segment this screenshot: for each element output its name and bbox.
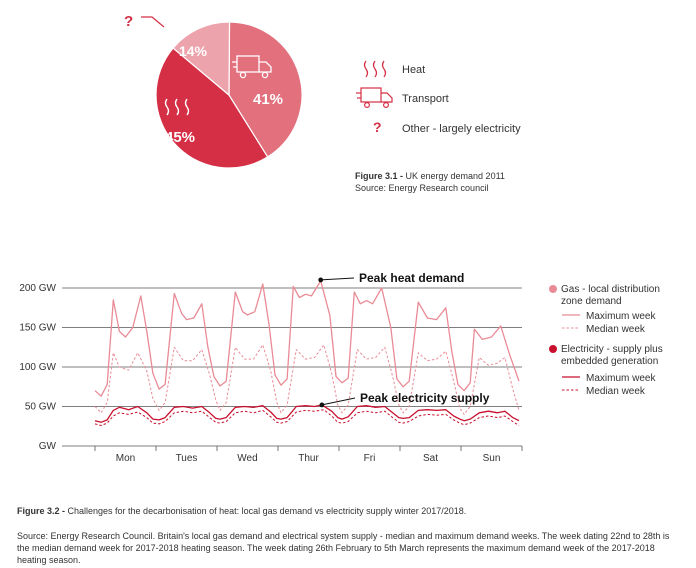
- heat-waves-icon: [164, 98, 190, 116]
- legend-gas-title: Gas - local distribution: [561, 284, 660, 295]
- y-tick-label: 50 GW: [25, 402, 57, 413]
- legend-electricity-title: Electricity - supply plus: [561, 344, 663, 355]
- pie-chart: 45% 41% 14% ?: [124, 13, 303, 169]
- chart-series: [94, 280, 520, 426]
- legend-gas-max-label: Maximum week: [586, 311, 656, 322]
- x-tick-label: Sun: [483, 453, 501, 464]
- figure-3-1-source: Source: Energy Research council: [355, 183, 489, 193]
- peak-heat-leader: [320, 277, 355, 281]
- figure-3-2-label: Figure 3.2 -: [17, 506, 68, 516]
- y-axis: GW 50 GW 100 GW 150 GW 200 GW: [19, 283, 56, 452]
- pie-legend-other-label: Other - largely electricity: [402, 123, 521, 135]
- heat-waves-icon: [363, 60, 387, 78]
- peak-heat-label: Peak heat demand: [359, 271, 464, 285]
- legend-electricity-max-label: Maximum week: [586, 373, 656, 384]
- y-tick-label: GW: [39, 441, 57, 452]
- peak-electricity-label: Peak electricity supply: [360, 391, 490, 405]
- figure-3-1-label: Figure 3.1 -: [355, 171, 406, 181]
- figure-3-2-caption: Figure 3.2 - Challenges for the decarbon…: [17, 505, 677, 517]
- figure-3-1-title: UK energy demand 2011: [405, 171, 505, 181]
- legend-electricity-median-label: Median week: [586, 386, 646, 397]
- x-tick-label: Sat: [423, 453, 438, 464]
- line-chart: GW 50 GW 100 GW 150 GW 200 GW Mon Tues Wed Thur…: [19, 271, 662, 464]
- legend-gas-median-label: Median week: [586, 324, 646, 335]
- truck-icon: [232, 55, 272, 79]
- x-tick-label: Tues: [176, 453, 198, 464]
- legend-gas-title: zone demand: [561, 296, 622, 307]
- y-tick-label: 150 GW: [19, 323, 56, 334]
- series-line-2: [94, 404, 520, 423]
- figure-3-2-title: Challenges for the decarbonisation of he…: [67, 506, 467, 516]
- question-mark-icon: ?: [373, 119, 382, 135]
- pie-legend: Heat Transport ? Other - largely electri…: [356, 60, 521, 135]
- pie-label-other: 14%: [179, 43, 208, 59]
- pie-slice-other: [172, 21, 231, 97]
- pie-label-transport: 41%: [253, 91, 283, 108]
- pie-legend-heat-label: Heat: [402, 64, 425, 76]
- x-tick-label: Fri: [364, 453, 376, 464]
- legend-electricity-title: embedded generation: [561, 356, 658, 367]
- x-tick-label: Wed: [237, 453, 257, 464]
- pie-slice-heat: [155, 47, 269, 169]
- x-tick-label: Thur: [298, 453, 319, 464]
- truck-icon: [356, 87, 393, 108]
- legend-electricity-marker: [549, 345, 557, 353]
- y-tick-label: 100 GW: [19, 362, 56, 373]
- y-tick-label: 200 GW: [19, 283, 56, 294]
- pie-label-heat: 45%: [165, 129, 195, 146]
- callout-line: [141, 16, 165, 28]
- chart-annotations: Peak heat demand Peak electricity supply: [318, 271, 490, 408]
- figure-3-2-source: Source: Energy Research Council. Britain…: [17, 531, 670, 565]
- question-mark-icon: ?: [124, 13, 133, 30]
- figure-3-1-caption: Figure 3.1 - UK energy demand 2011 Sourc…: [355, 170, 505, 194]
- legend-gas-marker: [549, 285, 557, 293]
- pie-legend-transport-label: Transport: [402, 93, 449, 105]
- series-line-0: [94, 280, 520, 397]
- series-line-3: [94, 409, 520, 426]
- x-axis: Mon Tues Wed Thur Fri Sat Sun: [94, 446, 523, 464]
- series-line-1: [94, 344, 520, 415]
- peak-electricity-leader: [321, 397, 356, 406]
- x-tick-label: Mon: [116, 453, 135, 464]
